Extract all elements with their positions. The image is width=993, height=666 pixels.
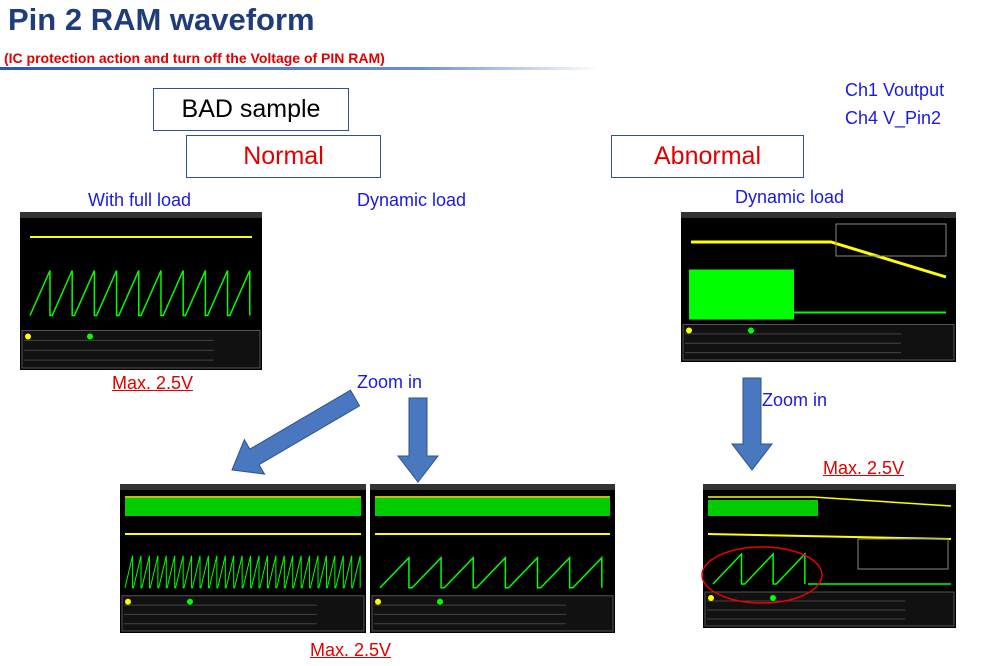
ch-marker [87,333,93,340]
overview [125,498,361,516]
trace [124,555,361,589]
cursor-box [857,538,949,570]
zoom-label: Zoom in [762,390,828,410]
max-label: Max. 2.5V [112,373,194,393]
scope-panel [682,324,955,361]
scope-screenshot [20,212,262,370]
trace [708,496,952,507]
scope-panel [371,595,614,632]
ch-marker [770,595,776,601]
abnormal-box: Abnormal [611,135,804,178]
channel-label: Ch4 V_Pin2 [845,108,942,128]
ch-marker [686,327,692,334]
cursor-box [835,223,947,257]
max-label: Max. 2.5V [823,458,905,478]
scope-topbar [681,212,956,218]
trace [712,552,951,585]
title: Pin 2 RAM waveform [8,2,315,37]
caption: Dynamic load [357,190,467,210]
overview [708,500,818,516]
caption: With full load [88,190,192,210]
title-rule [0,67,600,70]
trace [691,240,947,279]
trace-burst [689,269,794,320]
arrow [730,377,774,471]
trace [29,270,251,317]
arrow [396,397,440,483]
ch-marker [125,598,131,605]
scope-screenshot [120,484,366,633]
caption: Dynamic load [735,187,845,207]
zoom-label: Zoom in [357,372,423,392]
ch-marker [187,598,193,605]
scope-topbar [370,484,615,490]
normal-box: Normal [186,135,381,178]
ch-marker [748,327,754,334]
scope-panel [704,591,955,627]
highlight-ellipse [701,546,823,604]
overview [375,498,610,516]
scope-screenshot [681,212,956,362]
trace [379,555,603,589]
scope-panel [121,595,365,632]
scope-topbar [120,484,366,490]
scope-topbar [703,484,956,490]
ch-marker [375,598,381,605]
channel-label: Ch1 Voutput [845,80,945,100]
max-label: Max. 2.5V [310,640,392,660]
scope-screenshot [370,484,615,633]
sample-box: BAD sample [153,88,349,131]
subtitle: (IC protection action and turn off the V… [4,50,385,66]
scope-panel [21,330,261,369]
arrow [231,389,361,475]
scope-screenshot [703,484,956,628]
trace [707,533,952,540]
ch-marker [708,595,714,601]
ch-marker [25,333,31,340]
ch-marker [437,598,443,605]
scope-topbar [20,212,262,218]
